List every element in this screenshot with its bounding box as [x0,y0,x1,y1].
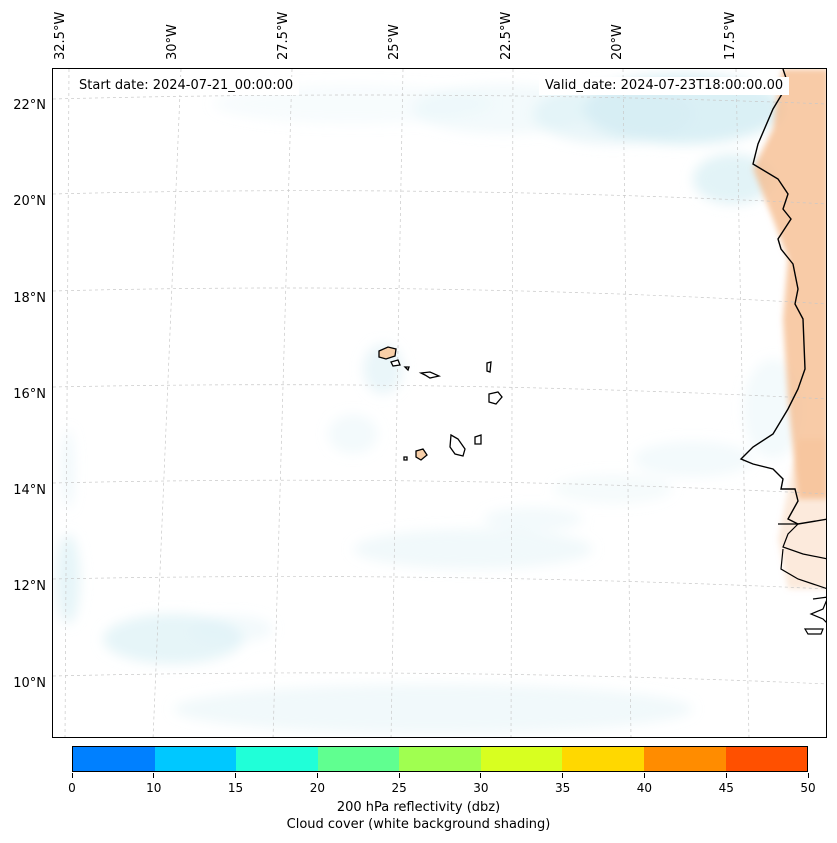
fogo-island [415,448,428,461]
colorbar-segment-5 [399,747,481,771]
colorbar-tick [807,773,809,778]
lon-label-20w: 20°W [610,24,625,60]
cloud-cover-shading [56,74,803,734]
colorbar-tick [725,773,727,778]
colorbar-tick [480,773,482,778]
sal-island [486,361,492,373]
brava-island [403,456,408,461]
colorbar [72,746,808,772]
colorbar-tick-label: 25 [391,781,407,795]
colorbar-segment-4 [317,747,400,771]
lon-label-32-5w: 32.5°W [53,11,68,60]
colorbar-subtitle: Cloud cover (white background shading) [286,817,551,832]
lat-label-14n: 14°N [13,483,46,498]
colorbar-tick-label: 0 [68,781,76,795]
santa-luzia-island [403,366,410,372]
colorbar-tick-label: 10 [146,781,162,795]
colorbar-tick-label: 40 [636,781,653,795]
colorbar-segment-6 [480,747,563,771]
colorbar-tick [235,773,237,778]
colorbar-segment-7 [562,747,644,771]
colorbar-tick [398,773,400,778]
colorbar-tick-label: 45 [718,781,734,795]
colorbar-tick [316,773,318,778]
lat-label-16n: 16°N [13,387,46,402]
gambia-coastline [778,523,826,635]
colorbar-tick-label: 35 [555,781,571,795]
colorbar-tick-label: 15 [227,781,244,795]
colorbar-segment-1 [73,747,155,771]
lat-label-20n: 20°N [13,194,46,209]
colorbar-segment-3 [236,747,318,771]
colorbar-tick [562,773,564,778]
colorbar-tick-label: 20 [309,781,325,795]
colorbar-segment-8 [643,747,726,771]
colorbar-tick-label: 30 [473,781,489,795]
lat-label-22n: 22°N [13,98,46,113]
lat-label-10n: 10°N [13,676,46,691]
graticule [53,69,826,737]
lon-label-22-5w: 22.5°W [499,11,514,60]
lon-label-30w: 30°W [165,24,180,60]
land-reflectivity-shading [753,69,826,589]
santo-antao-island [378,346,397,360]
boa-vista-island [488,391,503,405]
colorbar-segment-2 [154,747,237,771]
lat-label-12n: 12°N [13,579,46,594]
colorbar-tick [71,773,73,778]
cape-verde-islands [378,346,503,461]
africa-coastline [739,69,826,525]
start-date-label: Start date: 2024-07-21_00:00:00 [73,77,300,95]
lon-label-27-5w: 27.5°W [276,11,291,60]
sao-nicolau-island [418,371,442,379]
valid-date-label: Valid_date: 2024-07-23T18:00:00.00 [539,77,790,95]
colorbar-tick [643,773,645,778]
colorbar-tick-label: 50 [800,781,816,795]
colorbar-title: 200 hPa reflectivity (dbz) [336,800,501,815]
sao-vicente-island [390,359,401,367]
map-panel[interactable] [52,68,827,738]
colorbar-tick [153,773,155,778]
lon-label-25w: 25°W [387,24,402,60]
map-canvas [53,69,826,737]
colorbar-segment-9 [725,747,808,771]
santiago-island [449,433,466,457]
lon-label-17-5w: 17.5°W [723,11,738,60]
lat-label-18n: 18°N [13,291,46,306]
maio-island [474,434,482,445]
